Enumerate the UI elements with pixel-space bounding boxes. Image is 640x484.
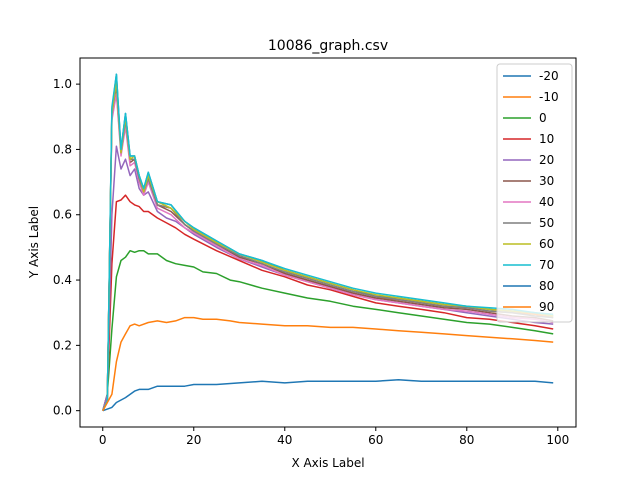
legend-frame [496, 63, 573, 323]
legend-label: 60 [539, 237, 554, 251]
y-tick-label: 0.0 [53, 404, 72, 418]
y-tick-label: 0.2 [53, 338, 72, 352]
x-tick-label: 20 [186, 433, 201, 447]
x-tick-label: 0 [99, 433, 107, 447]
y-tick-label: 0.6 [53, 208, 72, 222]
series-layer [102, 73, 554, 412]
legend-label: 90 [539, 300, 554, 314]
x-axis-label: X Axis Label [291, 456, 364, 470]
series-line-10 [102, 378, 554, 412]
legend-label: -20 [539, 69, 559, 83]
series-line-9 [102, 73, 554, 412]
legend-label: 70 [539, 258, 554, 272]
legend-label: 40 [539, 195, 554, 209]
series-line-11 [102, 316, 554, 412]
x-tick-label: 100 [546, 433, 569, 447]
x-tick-label: 80 [459, 433, 474, 447]
legend-label: 80 [539, 279, 554, 293]
x-tick-label: 40 [277, 433, 292, 447]
series-line-3 [102, 194, 554, 411]
y-axis-label: Y Axis Label [27, 206, 41, 279]
series-line-6 [102, 93, 554, 412]
chart-title: 10086_graph.csv [268, 38, 388, 54]
legend-label: 20 [539, 153, 554, 167]
y-tick-label: 0.4 [53, 273, 72, 287]
legend-label: 0 [539, 111, 547, 125]
legend-label: 30 [539, 174, 554, 188]
legend-label: -10 [539, 90, 559, 104]
legend: -20 -10 0 10 20 30 40 50 60 70 80 90 [496, 63, 573, 323]
series-line-2 [102, 249, 554, 411]
plot-frame [79, 57, 577, 428]
y-tick-label: 1.0 [53, 77, 72, 91]
legend-label: 10 [539, 132, 554, 146]
x-tick-label: 60 [368, 433, 383, 447]
y-tick-label: 0.8 [53, 142, 72, 156]
legend-label: 50 [539, 216, 554, 230]
